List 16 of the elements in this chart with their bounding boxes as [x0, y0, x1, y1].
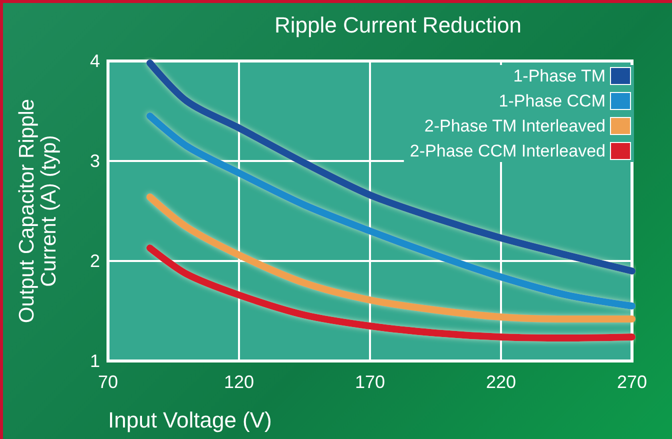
y-tick-label: 4 [90, 51, 100, 71]
x-tick-label: 70 [98, 372, 118, 392]
x-tick-label: 270 [616, 372, 648, 392]
legend-label: 1-Phase TM [513, 66, 606, 86]
legend-label: 2-Phase CCM Interleaved [410, 142, 606, 160]
x-axis-title: Input Voltage (V) [108, 408, 272, 432]
legend-label: 1-Phase CCM [498, 92, 606, 110]
y-tick-label: 3 [90, 151, 100, 171]
x-tick-label: 220 [486, 372, 516, 392]
y-axis-title: Output Capacitor Ripple Current (A) (typ) [16, 98, 60, 324]
y-tick-label: 1 [90, 351, 100, 371]
chart-title: Ripple Current Reduction [274, 12, 522, 38]
x-tick-label: 120 [224, 372, 254, 392]
legend-label: 2-Phase TM Interleaved [424, 116, 606, 136]
y-tick-label: 2 [90, 251, 100, 271]
x-tick-label: 170 [354, 372, 386, 392]
